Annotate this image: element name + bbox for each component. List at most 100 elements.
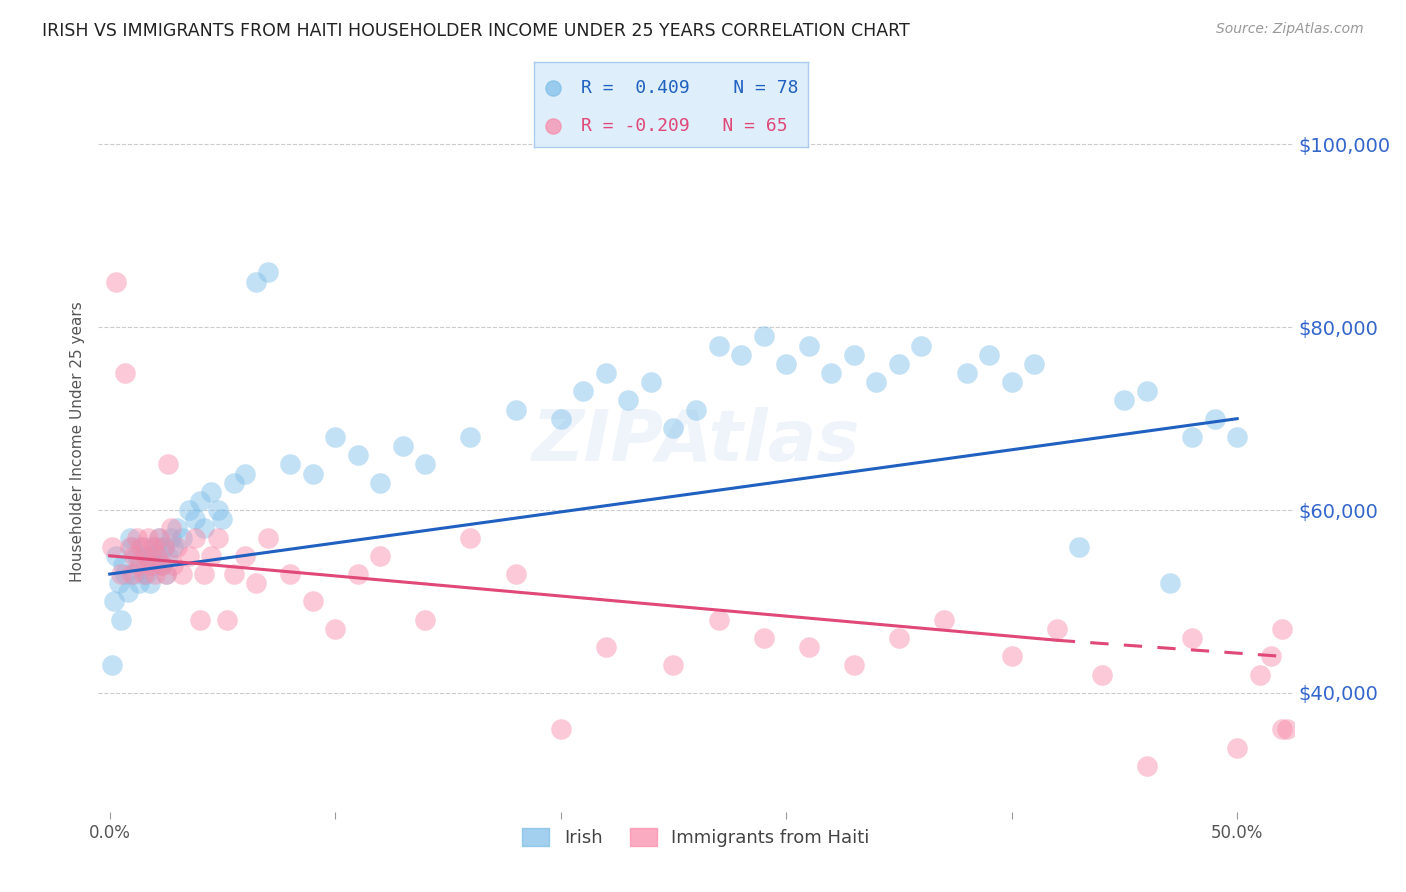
Point bbox=[177, 503, 200, 517]
Point bbox=[887, 357, 910, 371]
Point bbox=[222, 567, 245, 582]
Point bbox=[222, 475, 245, 490]
Point bbox=[1260, 649, 1282, 664]
Point bbox=[323, 622, 346, 636]
Point bbox=[752, 631, 775, 645]
Point bbox=[150, 558, 173, 572]
Point bbox=[148, 531, 170, 545]
Point bbox=[128, 576, 150, 591]
Point bbox=[193, 567, 215, 582]
Point bbox=[200, 549, 222, 563]
Point bbox=[977, 348, 1000, 362]
Point bbox=[245, 576, 267, 591]
Point bbox=[256, 265, 278, 279]
Text: Source: ZipAtlas.com: Source: ZipAtlas.com bbox=[1216, 22, 1364, 37]
Text: IRISH VS IMMIGRANTS FROM HAITI HOUSEHOLDER INCOME UNDER 25 YEARS CORRELATION CHA: IRISH VS IMMIGRANTS FROM HAITI HOUSEHOLD… bbox=[42, 22, 910, 40]
Point bbox=[162, 540, 184, 554]
Point bbox=[955, 366, 977, 380]
Point bbox=[278, 567, 301, 582]
Point bbox=[932, 613, 955, 627]
Point bbox=[1226, 740, 1249, 755]
Point bbox=[148, 531, 170, 545]
Point bbox=[143, 567, 166, 582]
Point bbox=[177, 549, 200, 563]
Point bbox=[157, 549, 180, 563]
Point bbox=[1249, 667, 1271, 681]
Point bbox=[752, 329, 775, 343]
Point bbox=[368, 549, 391, 563]
Point bbox=[1204, 411, 1226, 425]
Point bbox=[153, 540, 176, 554]
Point bbox=[146, 549, 169, 563]
Point bbox=[153, 540, 176, 554]
Point bbox=[572, 384, 595, 399]
Point bbox=[129, 558, 152, 572]
Point bbox=[323, 430, 346, 444]
Point bbox=[595, 366, 617, 380]
Point bbox=[207, 503, 229, 517]
Point bbox=[730, 348, 752, 362]
Point bbox=[159, 531, 181, 545]
Text: R =  0.409    N = 78: R = 0.409 N = 78 bbox=[581, 78, 799, 97]
Point bbox=[155, 567, 177, 582]
Point bbox=[143, 540, 166, 554]
Point bbox=[415, 613, 437, 627]
Point bbox=[1001, 375, 1024, 389]
Point bbox=[392, 439, 415, 453]
Point bbox=[110, 613, 132, 627]
Point bbox=[155, 567, 177, 582]
Point bbox=[543, 119, 565, 133]
Point bbox=[112, 558, 135, 572]
Point bbox=[139, 558, 162, 572]
Point bbox=[887, 631, 910, 645]
Point bbox=[170, 567, 193, 582]
Point bbox=[662, 421, 685, 435]
Point bbox=[1114, 393, 1136, 408]
Point bbox=[550, 723, 572, 737]
Point bbox=[368, 475, 391, 490]
Point bbox=[146, 549, 169, 563]
Point bbox=[124, 567, 146, 582]
Point bbox=[129, 540, 152, 554]
Point bbox=[162, 558, 184, 572]
Point bbox=[278, 458, 301, 472]
Point bbox=[166, 540, 188, 554]
Point bbox=[1069, 540, 1091, 554]
Point bbox=[685, 402, 707, 417]
Point bbox=[1136, 384, 1159, 399]
Point bbox=[121, 540, 143, 554]
Point bbox=[415, 458, 437, 472]
Point bbox=[101, 658, 124, 673]
Point bbox=[159, 521, 181, 535]
Point bbox=[595, 640, 617, 655]
Point bbox=[640, 375, 662, 389]
Point bbox=[245, 275, 267, 289]
Point bbox=[150, 558, 173, 572]
Point bbox=[617, 393, 640, 408]
Point bbox=[105, 275, 128, 289]
Point bbox=[193, 521, 215, 535]
Point bbox=[141, 540, 163, 554]
Point bbox=[1136, 759, 1159, 773]
Point bbox=[505, 567, 527, 582]
Point bbox=[505, 402, 527, 417]
Point bbox=[543, 81, 565, 95]
Legend: Irish, Immigrants from Haiti: Irish, Immigrants from Haiti bbox=[515, 821, 877, 855]
Point bbox=[118, 540, 141, 554]
Point bbox=[141, 558, 163, 572]
Point bbox=[1271, 723, 1294, 737]
Point bbox=[110, 567, 132, 582]
Point bbox=[842, 348, 865, 362]
Point bbox=[301, 467, 323, 481]
Point bbox=[136, 531, 159, 545]
Point bbox=[105, 549, 128, 563]
Point bbox=[1181, 631, 1204, 645]
Y-axis label: Householder Income Under 25 years: Householder Income Under 25 years bbox=[69, 301, 84, 582]
Point bbox=[211, 512, 233, 526]
Point bbox=[1226, 430, 1249, 444]
Point bbox=[1181, 430, 1204, 444]
Point bbox=[103, 594, 125, 608]
Point bbox=[184, 512, 207, 526]
Point bbox=[233, 549, 256, 563]
Point bbox=[1159, 576, 1181, 591]
